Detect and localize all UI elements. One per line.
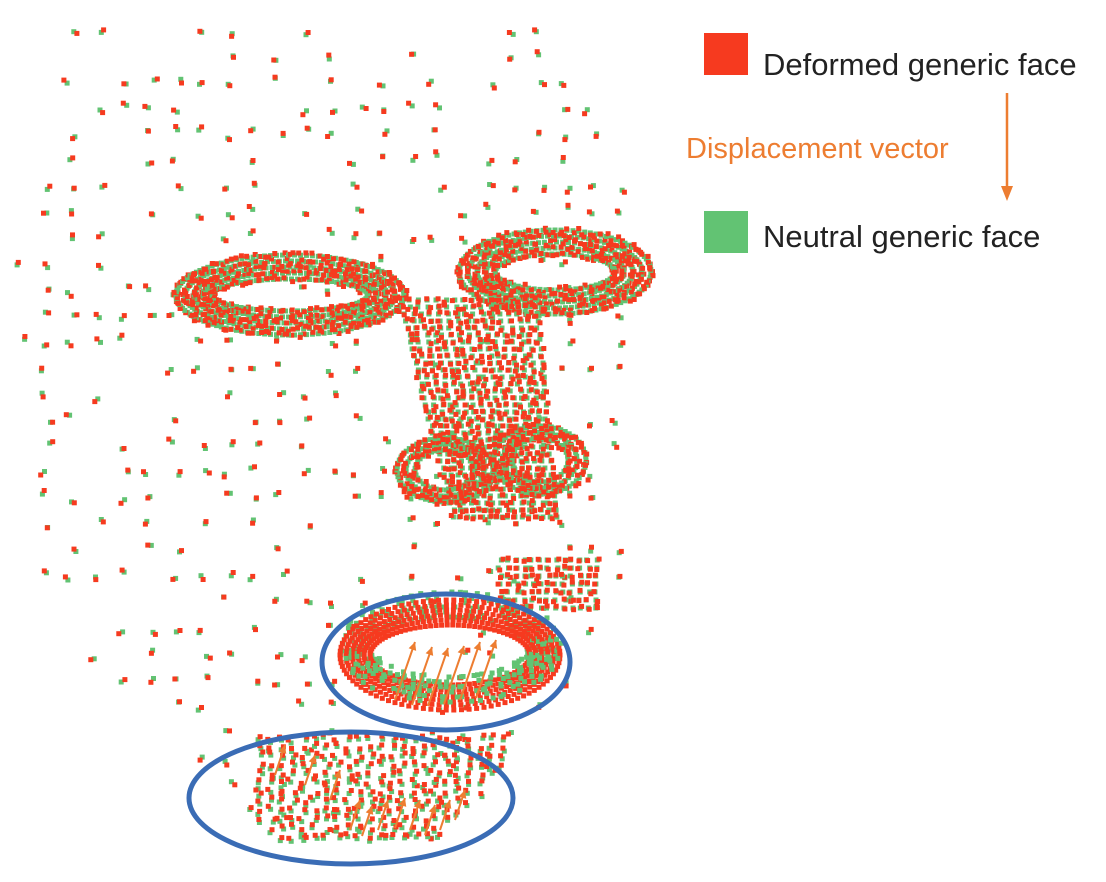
displacement-vectors [274, 639, 498, 837]
mouth-highlight-ellipse [319, 591, 573, 733]
displacement-arrow-head [1001, 186, 1013, 201]
face-point-cloud [14, 27, 656, 844]
displacement-label: Displacement vector [686, 133, 949, 165]
legend: Deformed generic face Displacement vecto… [686, 33, 1077, 254]
deformed-label: Deformed generic face [763, 47, 1077, 82]
neutral-swatch [704, 211, 748, 253]
neutral-label: Neutral generic face [763, 219, 1040, 254]
chin-highlight-ellipse [186, 729, 516, 867]
deformed-swatch [704, 33, 748, 75]
